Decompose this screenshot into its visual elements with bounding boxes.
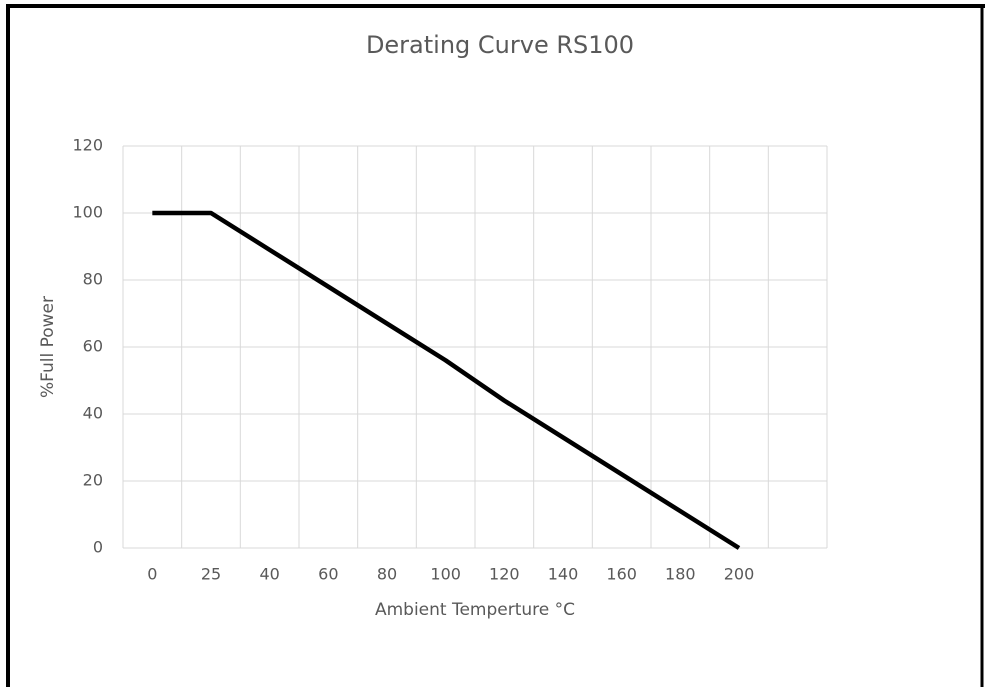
y-tick-label: 80	[83, 270, 103, 289]
x-tick-label: 140	[548, 565, 579, 584]
y-tick-label: 0	[93, 538, 103, 557]
x-tick-label: 200	[724, 565, 755, 584]
chart-title: Derating Curve RS100	[366, 31, 634, 59]
x-tick-label: 180	[665, 565, 696, 584]
x-tick-label: 120	[489, 565, 520, 584]
x-tick-label: 100	[430, 565, 461, 584]
x-tick-label: 80	[377, 565, 397, 584]
x-axis-title: Ambient Temperture °C	[375, 600, 575, 620]
x-tick-label: 25	[201, 565, 221, 584]
y-axis-title: %Full Power	[38, 296, 58, 398]
y-tick-label: 100	[72, 203, 103, 222]
x-tick-label: 0	[147, 565, 157, 584]
y-tick-label: 40	[83, 404, 103, 423]
x-tick-label: 60	[318, 565, 338, 584]
y-tick-label: 20	[83, 471, 103, 490]
y-tick-label: 120	[72, 136, 103, 155]
line-series	[152, 210, 741, 550]
x-tick-label: 160	[606, 565, 637, 584]
y-tick-label: 60	[83, 337, 103, 356]
x-tick-label: 40	[259, 565, 279, 584]
